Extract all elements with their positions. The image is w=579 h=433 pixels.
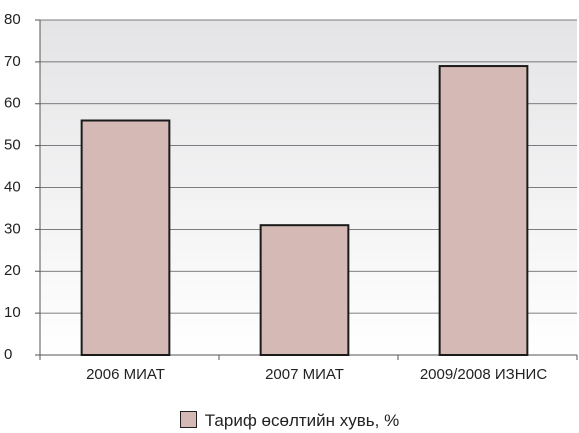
legend: Тариф өсөлтийн хувь, %	[0, 411, 579, 431]
legend-swatch	[179, 411, 197, 428]
y-tick-label: 40	[4, 178, 21, 195]
bar	[259, 224, 350, 356]
y-tick-label: 0	[4, 346, 12, 363]
bar	[80, 119, 171, 356]
y-tick-label: 30	[4, 220, 21, 237]
bar	[438, 65, 529, 356]
x-tick-label: 2009/2008 ИЗНИС	[419, 366, 548, 383]
x-tick-label: 2007 МИАТ	[265, 366, 344, 383]
y-tick-label: 70	[4, 53, 21, 70]
y-tick-label: 10	[4, 304, 21, 321]
y-tick-label: 60	[4, 95, 21, 112]
y-tick-label: 20	[4, 262, 21, 279]
y-tick-label: 80	[4, 11, 21, 28]
legend-label: Тариф өсөлтийн хувь, %	[204, 411, 400, 430]
x-tick-label: 2006 МИАТ	[86, 366, 165, 383]
y-tick-label: 50	[4, 137, 21, 154]
